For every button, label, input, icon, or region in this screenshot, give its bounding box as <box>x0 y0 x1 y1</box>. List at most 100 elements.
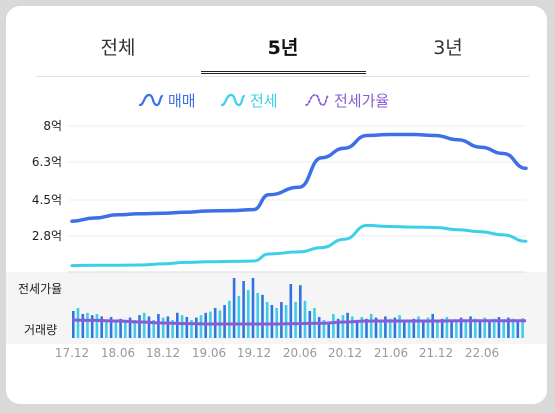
legend-item-jeonse-ratio[interactable]: 전세가율 <box>304 88 389 112</box>
y-tick-label: 2.8억 <box>32 229 62 243</box>
volume-bar <box>247 290 250 338</box>
volume-bar <box>388 318 392 338</box>
grid <box>68 125 526 237</box>
volume-bar <box>469 316 472 338</box>
y-tick-label: 6.3억 <box>32 155 62 169</box>
volume-bar <box>303 300 307 338</box>
legend-item-jeonse[interactable]: 전세 <box>220 88 278 112</box>
x-tick-label: 18.06 <box>101 346 135 360</box>
volume-bar <box>317 317 321 338</box>
x-tick-label: 20.12 <box>328 346 362 360</box>
volume-bar <box>90 315 94 338</box>
volume-bar <box>492 318 496 338</box>
volume-bar <box>336 318 340 338</box>
volume-bar <box>180 315 184 338</box>
volume-bar <box>199 315 203 338</box>
tab-5-years[interactable]: 5년 <box>267 37 299 59</box>
volume-bar <box>138 315 141 338</box>
volume-bar <box>105 320 108 338</box>
volume-bar <box>459 317 463 338</box>
legend-item-sale[interactable]: 매매 <box>138 88 196 112</box>
volume-bar <box>280 302 283 338</box>
volume-bar <box>488 320 491 338</box>
volume-bar <box>422 320 425 338</box>
volume-bar <box>511 318 515 338</box>
x-tick-label: 20.06 <box>283 346 317 360</box>
jeonse-ratio-path <box>71 318 526 326</box>
volume-bar <box>403 320 406 338</box>
volume-bar <box>384 316 387 338</box>
jeonse-ratio-line <box>71 318 526 326</box>
wave-icon-dotted <box>305 94 329 106</box>
volume-bar <box>176 312 179 338</box>
volume-bar <box>86 312 89 338</box>
wave-icon-solid <box>138 93 164 107</box>
volume-bar <box>171 320 174 338</box>
volume-bar <box>464 320 468 338</box>
volume-bar <box>133 320 137 338</box>
volume-bar <box>270 305 274 338</box>
volume-bar <box>374 317 378 338</box>
volume-bar <box>114 321 118 338</box>
volume-bar <box>294 302 297 338</box>
volume-bar <box>346 312 349 338</box>
volume-bar <box>412 318 416 338</box>
volume-bar <box>436 320 439 338</box>
volume-bar <box>152 320 155 338</box>
volume-bar <box>407 321 411 338</box>
volume-bar <box>450 321 453 338</box>
volume-bar <box>237 296 241 338</box>
volume-bar <box>100 316 103 338</box>
volume-bar <box>232 278 236 338</box>
volume-bar <box>119 318 122 338</box>
wave-icon-solid <box>220 93 246 107</box>
volume-bar <box>365 318 368 338</box>
tab-3-years[interactable]: 3년 <box>433 37 463 59</box>
volume-bar <box>483 317 486 338</box>
volume-bar <box>256 293 259 338</box>
volume-bar <box>147 316 151 338</box>
volume-bar <box>332 314 335 338</box>
volume-bar <box>185 317 189 338</box>
volume-bar <box>355 320 359 338</box>
volume-bar <box>516 320 520 338</box>
x-tick-label: 18.12 <box>146 346 180 360</box>
volume-bar <box>327 323 330 338</box>
volume-bar <box>478 320 482 338</box>
volume-bar <box>166 316 170 338</box>
volume-bar <box>157 314 160 338</box>
volume-bar <box>474 318 477 338</box>
volume-bar <box>455 320 458 338</box>
legend-label: 전세 <box>250 91 278 110</box>
legend-label: 전세가율 <box>334 91 390 110</box>
volume-bar <box>128 317 132 338</box>
volume-bar <box>261 294 264 338</box>
volume-bar <box>360 317 364 338</box>
volume-bar <box>228 300 231 338</box>
volume-bar <box>195 317 198 338</box>
volume-bar <box>502 320 505 338</box>
jeonse-ratio-label: 전세가율 <box>18 282 62 296</box>
volume-bar <box>507 317 510 338</box>
tab-all[interactable]: 전체 <box>100 37 136 59</box>
volume-bar <box>322 320 326 338</box>
volume-bar <box>76 308 80 338</box>
volume-bar <box>223 305 226 338</box>
volume-bar <box>431 314 434 338</box>
volume-bar <box>251 278 255 338</box>
volume-bar <box>95 314 99 338</box>
volume-bar <box>142 312 146 338</box>
volume-bar <box>341 315 345 338</box>
volume-bar <box>265 302 269 338</box>
legend-label: 매매 <box>168 91 196 110</box>
volume-bar <box>242 281 245 338</box>
x-tick-label: 22.06 <box>465 346 499 360</box>
x-tick-label: 19.06 <box>192 346 226 360</box>
x-tick-label: 21.12 <box>419 346 453 360</box>
volume-bar <box>426 317 430 338</box>
volume-bar <box>124 320 127 338</box>
volume-bar <box>81 314 85 338</box>
y-axis-labels: 8억 6.3억 4.5억 2.8억 <box>32 119 62 243</box>
volume-bar <box>445 317 449 338</box>
volume-bar <box>289 284 293 338</box>
